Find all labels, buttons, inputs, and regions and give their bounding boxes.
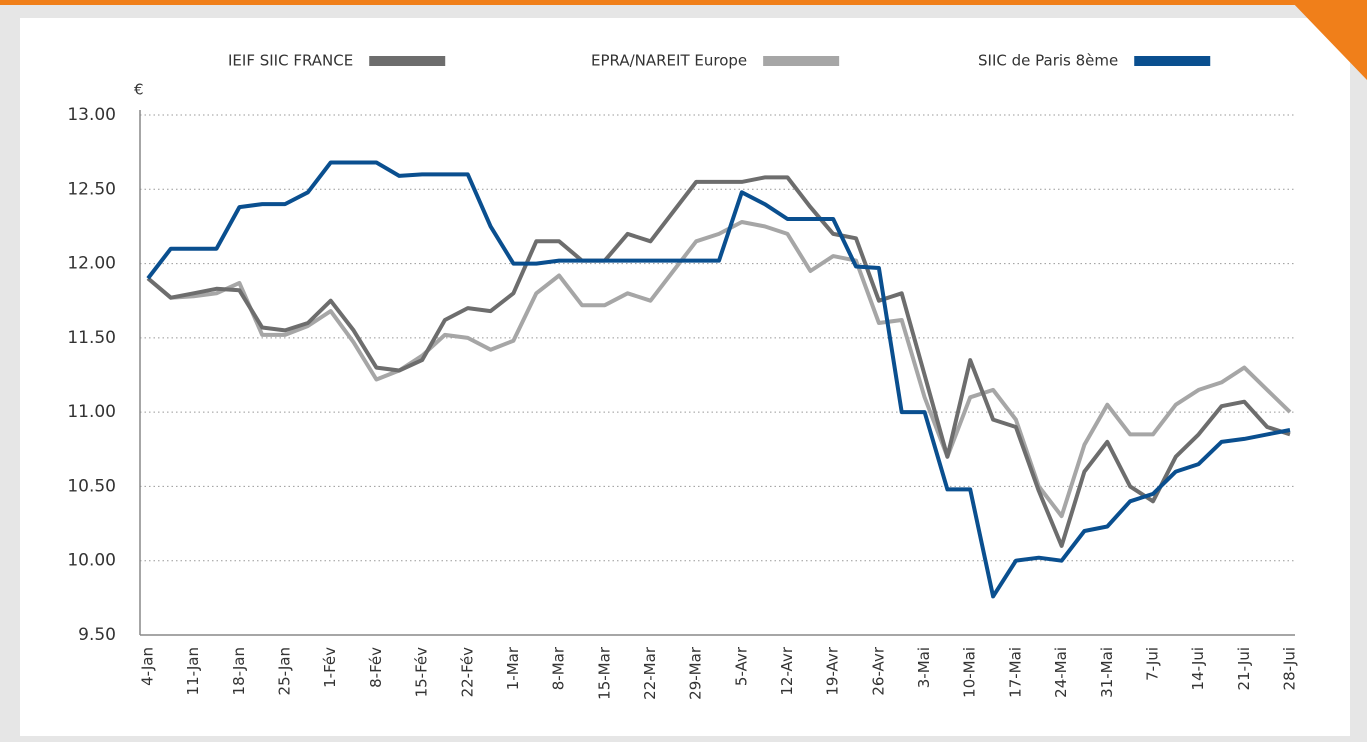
series-line <box>146 220 1292 519</box>
x-tick-label: 12-Avr <box>778 646 796 695</box>
x-tick-label: 21-Jui <box>1235 647 1253 690</box>
x-tick-label: 10-Mai <box>961 647 979 698</box>
legend-label: IEIF SIIC FRANCE <box>228 52 353 70</box>
legend-label: EPRA/NAREIT Europe <box>591 52 747 70</box>
x-tick-label: 22-Mar <box>641 646 659 700</box>
x-tick-label: 8-Fév <box>367 647 385 688</box>
x-tick-label: 24-Mai <box>1052 647 1070 698</box>
legend-swatch <box>763 56 840 66</box>
x-tick-label: 14-Jui <box>1189 647 1207 690</box>
x-tick-label: 18-Jan <box>230 647 248 695</box>
x-tick-label: 26-Avr <box>869 646 887 695</box>
x-tick-label: 29-Mar <box>687 646 705 700</box>
x-tick-label: 7-Jui <box>1143 647 1161 681</box>
x-tick-label: 28-Jui <box>1281 647 1299 690</box>
x-tick-label: 15-Mar <box>595 646 613 700</box>
legend-swatch <box>369 56 446 66</box>
x-tick-label: 22-Fév <box>458 647 476 698</box>
x-tick-label: 19-Avr <box>824 646 842 695</box>
x-tick-label: 4-Jan <box>139 647 157 686</box>
x-tick-label: 8-Mar <box>550 646 568 690</box>
x-tick-label: 11-Jan <box>184 647 202 695</box>
legend-swatch <box>1134 56 1211 66</box>
corner <box>1290 0 1367 80</box>
x-tick-label: 1-Fév <box>321 647 339 688</box>
x-tick-label: 25-Jan <box>276 647 294 695</box>
x-tick-label: 17-Mai <box>1006 647 1024 698</box>
y-tick-label: 10.00 <box>67 551 116 571</box>
x-tick-label: 5-Avr <box>732 646 750 686</box>
series-line <box>146 175 1291 548</box>
legend-label: SIIC de Paris 8ème <box>978 52 1118 70</box>
x-tick-label: 1-Mar <box>504 646 522 690</box>
y-tick-label: 12.00 <box>67 254 116 274</box>
y-tick-label: 12.50 <box>67 179 116 199</box>
x-tick-label: 31-Mai <box>1098 647 1116 698</box>
card <box>20 18 1350 736</box>
x-tick-label: 15-Fév <box>413 647 431 698</box>
series-line <box>146 160 1291 599</box>
y-tick-label: 10.50 <box>67 476 116 496</box>
y-unit: € <box>134 81 144 99</box>
top-border <box>0 0 1367 5</box>
y-tick-label: 11.00 <box>67 402 116 422</box>
y-tick-label: 11.50 <box>67 328 116 348</box>
y-tick-label: 13.00 <box>67 105 116 125</box>
y-tick-label: 9.50 <box>78 625 116 645</box>
x-tick-label: 3-Mai <box>915 647 933 688</box>
